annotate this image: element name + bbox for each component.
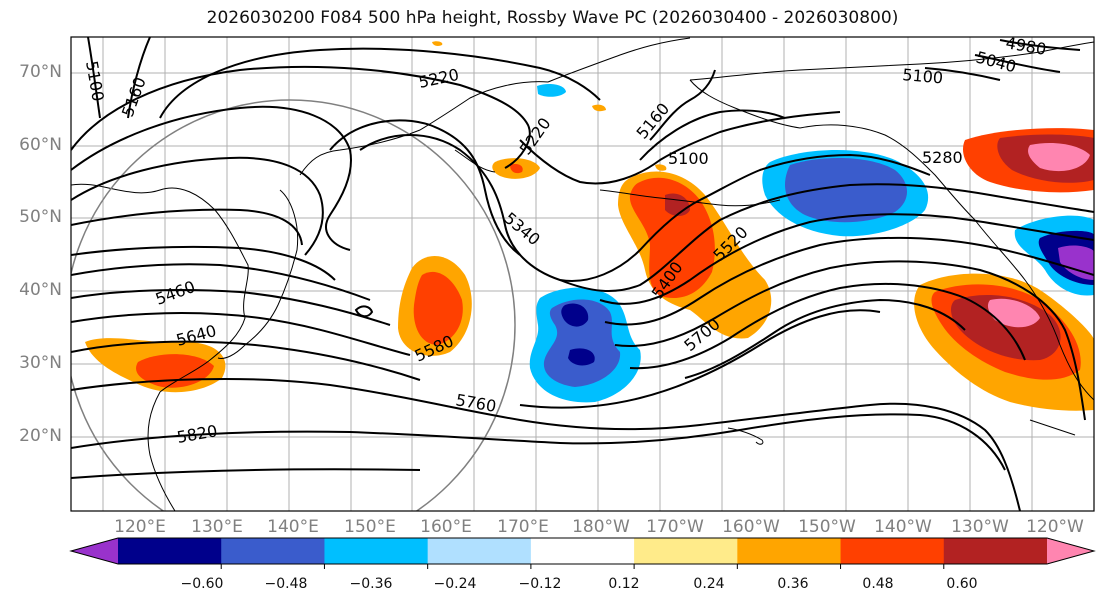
- height-contours: [71, 37, 1094, 511]
- colorbar-cell: [943, 538, 1048, 564]
- contour-label: 4980: [1004, 33, 1047, 59]
- colorbar-cell: [324, 538, 429, 564]
- lon-label: 130°E: [191, 517, 243, 537]
- lat-label: 50°N: [19, 207, 62, 227]
- lon-label: 120°E: [114, 517, 166, 537]
- lon-label: 150°W: [798, 517, 856, 537]
- lat-label: 20°N: [19, 426, 62, 446]
- colorbar-tick-label: −0.12: [518, 576, 562, 592]
- lat-label: 30°N: [19, 353, 62, 373]
- lon-label: 140°W: [874, 517, 932, 537]
- colorbar-tick-label: −0.48: [264, 576, 308, 592]
- map-title: 2026030200 F084 500 hPa height, Rossby W…: [206, 8, 899, 28]
- colorbar-cell: [118, 538, 222, 564]
- distance-circle: [71, 99, 516, 511]
- lon-label: 160°W: [722, 517, 780, 537]
- colorbar-tick-label: 0.12: [608, 576, 640, 592]
- colorbar-tick-label: −0.60: [180, 576, 224, 592]
- contour-label: 5280: [922, 148, 963, 167]
- colorbar-cell: [840, 538, 945, 564]
- colorbar-tick-label: 0.60: [946, 576, 978, 592]
- colorbar-tick-label: −0.36: [349, 576, 393, 592]
- colorbar-tick-label: −0.24: [433, 576, 477, 592]
- lon-label: 170°W: [646, 517, 704, 537]
- lon-label: 140°E: [267, 517, 319, 537]
- lat-label: 40°N: [19, 280, 62, 300]
- lat-label: 60°N: [19, 135, 62, 155]
- contour-label: 5100: [902, 65, 944, 87]
- colorbar-cell: [737, 538, 842, 564]
- colorbar-tick-label: 0.36: [777, 576, 809, 592]
- colorbar-extend-right: [1047, 538, 1094, 564]
- lon-label: 160°E: [420, 517, 472, 537]
- colorbar-tick-label: 0.48: [862, 576, 894, 592]
- map-plot-area: 5100 5160 5220 5220 5160 5100 5040 4980 …: [71, 33, 1094, 511]
- lon-label: 170°E: [497, 517, 549, 537]
- lon-label: 120°W: [1026, 517, 1084, 537]
- colorbar-cell: [221, 538, 325, 564]
- colorbar-cell: [634, 538, 738, 564]
- coastlines: [71, 37, 1094, 511]
- colorbar-tick-label: 0.24: [693, 576, 725, 592]
- colorbar-cell: [530, 538, 635, 564]
- contour-label: 5100: [668, 149, 709, 168]
- colorbar-cell: [427, 538, 532, 564]
- map-frame: [70, 36, 1095, 512]
- colorbar-extend-left: [71, 538, 118, 564]
- colorbar: [69, 537, 1096, 569]
- lon-label: 130°W: [951, 517, 1009, 537]
- lon-label: 150°E: [344, 517, 396, 537]
- lon-label: 180°W: [572, 517, 630, 537]
- lat-label: 70°N: [19, 62, 62, 82]
